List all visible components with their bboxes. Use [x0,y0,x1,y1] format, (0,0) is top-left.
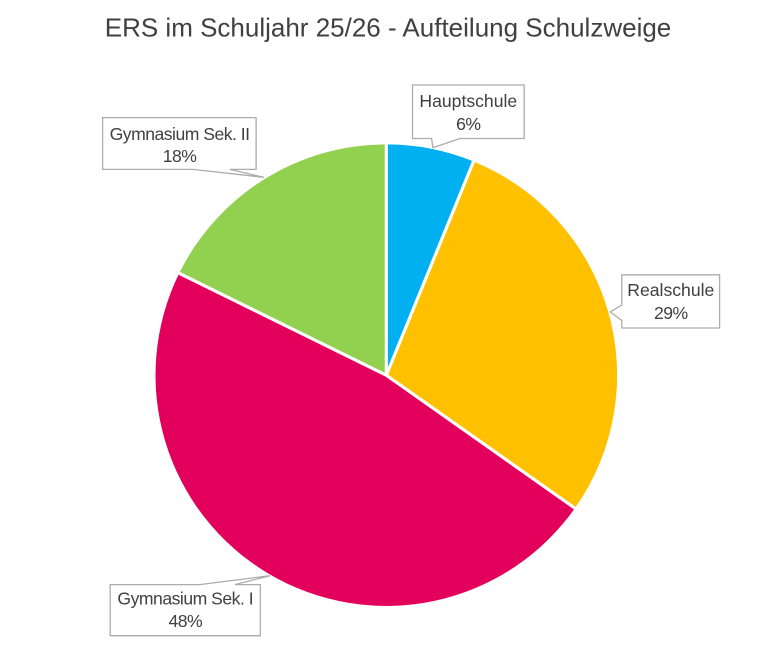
svg-text:Hauptschule: Hauptschule [419,91,517,111]
svg-text:ERS im Schuljahr 25/26 - Aufte: ERS im Schuljahr 25/26 - Aufteilung Schu… [105,12,672,42]
svg-text:29%: 29% [654,303,689,323]
svg-text:48%: 48% [168,611,203,631]
svg-text:18%: 18% [163,146,198,166]
svg-text:Gymnasium Sek. II: Gymnasium Sek. II [110,124,250,144]
svg-text:Realschule: Realschule [627,280,714,300]
svg-text:6%: 6% [456,114,481,134]
svg-text:Gymnasium Sek. I: Gymnasium Sek. I [117,589,253,609]
